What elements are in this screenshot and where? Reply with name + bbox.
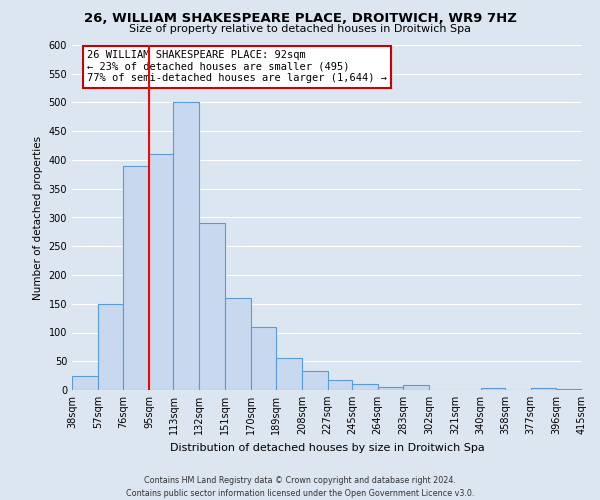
- Text: 26 WILLIAM SHAKESPEARE PLACE: 92sqm
← 23% of detached houses are smaller (495)
7: 26 WILLIAM SHAKESPEARE PLACE: 92sqm ← 23…: [88, 50, 388, 84]
- Bar: [72, 376, 98, 390]
- X-axis label: Distribution of detached houses by size in Droitwich Spa: Distribution of detached houses by size …: [170, 442, 484, 452]
- Bar: [481, 388, 505, 390]
- Bar: [251, 327, 276, 390]
- Bar: [124, 166, 149, 390]
- Bar: [225, 298, 251, 390]
- Bar: [328, 380, 352, 390]
- Text: Size of property relative to detached houses in Droitwich Spa: Size of property relative to detached ho…: [129, 24, 471, 34]
- Text: Contains HM Land Registry data © Crown copyright and database right 2024.
Contai: Contains HM Land Registry data © Crown c…: [126, 476, 474, 498]
- Bar: [556, 389, 582, 390]
- Bar: [98, 304, 124, 390]
- Bar: [276, 358, 302, 390]
- Text: 26, WILLIAM SHAKESPEARE PLACE, DROITWICH, WR9 7HZ: 26, WILLIAM SHAKESPEARE PLACE, DROITWICH…: [83, 12, 517, 26]
- Bar: [352, 384, 378, 390]
- Bar: [403, 385, 429, 390]
- Bar: [149, 154, 173, 390]
- Bar: [530, 388, 556, 390]
- Bar: [302, 371, 328, 390]
- Bar: [199, 223, 225, 390]
- Y-axis label: Number of detached properties: Number of detached properties: [33, 136, 43, 300]
- Bar: [378, 387, 403, 390]
- Bar: [173, 102, 199, 390]
